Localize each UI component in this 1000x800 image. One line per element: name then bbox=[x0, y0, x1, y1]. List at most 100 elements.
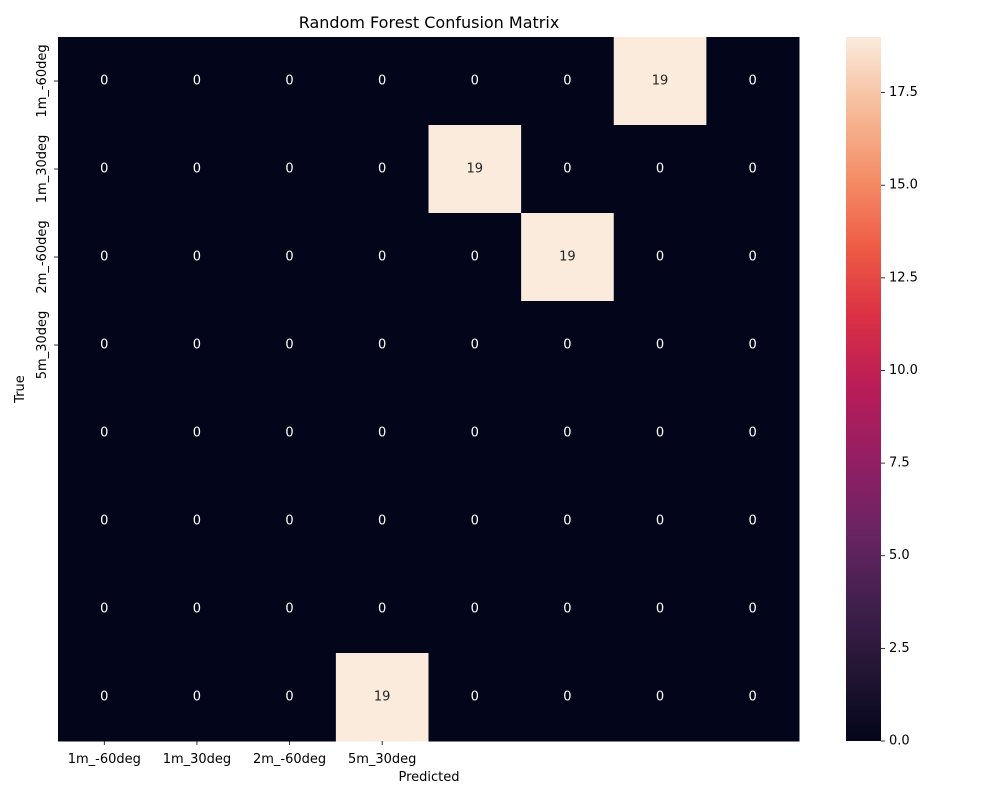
heatmap-cell bbox=[428, 653, 522, 742]
cell-value-label: 0 bbox=[100, 250, 108, 265]
heatmap-cell bbox=[335, 213, 429, 302]
cell-value-label: 0 bbox=[656, 162, 664, 177]
cell-value-label: 0 bbox=[193, 250, 201, 265]
cell-value-label: 0 bbox=[563, 690, 571, 705]
cell-value-label: 0 bbox=[471, 426, 479, 441]
colorbar-tick-label: 5.0 bbox=[889, 548, 910, 563]
cell-value-label: 0 bbox=[563, 74, 571, 89]
heatmap-cell bbox=[150, 213, 244, 302]
cell-value-label: 0 bbox=[563, 426, 571, 441]
heatmap-cell bbox=[150, 389, 244, 478]
chart-title: Random Forest Confusion Matrix bbox=[299, 13, 560, 32]
heatmap-cell bbox=[613, 125, 707, 214]
heatmap-cell bbox=[58, 37, 152, 126]
heatmap-cell bbox=[706, 653, 800, 742]
cell-value-label: 0 bbox=[471, 690, 479, 705]
heatmap-cell bbox=[521, 213, 615, 302]
cell-value-label: 0 bbox=[563, 514, 571, 529]
heatmap-cell bbox=[521, 389, 615, 478]
y-tick-label: 1m_-60deg bbox=[35, 44, 50, 117]
heatmap-cell bbox=[243, 477, 337, 566]
y-axis-label: True bbox=[13, 375, 28, 404]
cell-value-label: 0 bbox=[285, 162, 293, 177]
cell-value-label: 0 bbox=[285, 74, 293, 89]
cell-value-label: 0 bbox=[749, 426, 757, 441]
cell-value-label: 0 bbox=[471, 250, 479, 265]
cell-value-label: 0 bbox=[378, 338, 386, 353]
heatmap-cell bbox=[335, 565, 429, 654]
heatmap-cell bbox=[243, 301, 337, 390]
cell-value-label: 0 bbox=[749, 690, 757, 705]
cell-value-label: 0 bbox=[100, 514, 108, 529]
x-axis-ticks: 1m_-60deg 1m_30deg 2m_-60deg 5m_30deg bbox=[68, 741, 416, 767]
x-tick-label: 1m_-60deg bbox=[68, 752, 141, 767]
cell-value-label: 0 bbox=[100, 602, 108, 617]
heatmap-cell bbox=[335, 37, 429, 126]
cell-value-label: 0 bbox=[378, 426, 386, 441]
heatmap-cell bbox=[706, 125, 800, 214]
heatmap-cell bbox=[335, 301, 429, 390]
heatmap-cell bbox=[150, 477, 244, 566]
cell-value-label: 0 bbox=[656, 602, 664, 617]
heatmap-cell-labels: 0 0 0 0 0 0 19 0 0 0 0 0 19 0 0 0 0 0 0 0 0 19 0 0 0 0 0 0 0 0 0 0 0 0 0 0 0… bbox=[100, 74, 757, 705]
heatmap-cell bbox=[706, 301, 800, 390]
heatmap-cell bbox=[613, 389, 707, 478]
heatmap-cell bbox=[521, 125, 615, 214]
heatmap-cell bbox=[58, 389, 152, 478]
cell-value-label: 0 bbox=[749, 74, 757, 89]
heatmap-cell bbox=[428, 301, 522, 390]
cell-value-label: 0 bbox=[193, 690, 201, 705]
heatmap-cell bbox=[58, 565, 152, 654]
heatmap-cell bbox=[521, 653, 615, 742]
cell-value-label: 0 bbox=[471, 602, 479, 617]
heatmap-cell bbox=[706, 477, 800, 566]
cell-value-label: 0 bbox=[193, 74, 201, 89]
heatmap-cell bbox=[613, 565, 707, 654]
heatmap-cell bbox=[335, 125, 429, 214]
heatmap-cell bbox=[613, 301, 707, 390]
cell-value-label: 0 bbox=[471, 338, 479, 353]
cell-value-label: 0 bbox=[100, 74, 108, 89]
heatmap-cell bbox=[428, 389, 522, 478]
cell-value-label: 0 bbox=[749, 514, 757, 529]
cell-value-label: 19 bbox=[374, 690, 391, 705]
cell-value-label: 0 bbox=[378, 74, 386, 89]
cell-value-label: 0 bbox=[285, 426, 293, 441]
cell-value-label: 0 bbox=[193, 162, 201, 177]
heatmap-cell bbox=[58, 477, 152, 566]
heatmap-cell bbox=[243, 653, 337, 742]
colorbar-tick-label: 15.0 bbox=[889, 178, 918, 193]
heatmap-cell bbox=[706, 37, 800, 126]
heatmap-cell bbox=[706, 389, 800, 478]
heatmap-cell bbox=[428, 37, 522, 126]
colorbar-tick-label: 10.0 bbox=[889, 363, 918, 378]
cell-value-label: 0 bbox=[285, 514, 293, 529]
heatmap-cell bbox=[706, 565, 800, 654]
heatmap-cell bbox=[521, 37, 615, 126]
x-tick-label: 5m_30deg bbox=[348, 752, 416, 767]
colorbar-tick-label: 17.5 bbox=[889, 85, 918, 100]
cell-value-label: 0 bbox=[100, 426, 108, 441]
heatmap-cell bbox=[428, 213, 522, 302]
cell-value-label: 0 bbox=[285, 338, 293, 353]
cell-value-label: 0 bbox=[749, 162, 757, 177]
cell-value-label: 0 bbox=[656, 514, 664, 529]
colorbar-tick-label: 7.5 bbox=[889, 456, 910, 471]
heatmap-cell bbox=[58, 213, 152, 302]
x-tick-label: 2m_-60deg bbox=[253, 752, 326, 767]
heatmap-cell bbox=[243, 213, 337, 302]
heatmap-cell bbox=[150, 37, 244, 126]
heatmap-cell bbox=[58, 653, 152, 742]
heatmap-cell bbox=[335, 653, 429, 742]
cell-value-label: 0 bbox=[378, 602, 386, 617]
cell-value-label: 0 bbox=[749, 338, 757, 353]
heatmap-cell bbox=[150, 653, 244, 742]
y-tick-label: 5m_30deg bbox=[35, 311, 50, 379]
colorbar-tick-label: 2.5 bbox=[889, 641, 910, 656]
cell-value-label: 0 bbox=[285, 250, 293, 265]
cell-value-label: 0 bbox=[193, 514, 201, 529]
heatmap-cell bbox=[428, 565, 522, 654]
heatmap-cell bbox=[150, 301, 244, 390]
heatmap-cell bbox=[243, 37, 337, 126]
heatmap-cell bbox=[521, 565, 615, 654]
